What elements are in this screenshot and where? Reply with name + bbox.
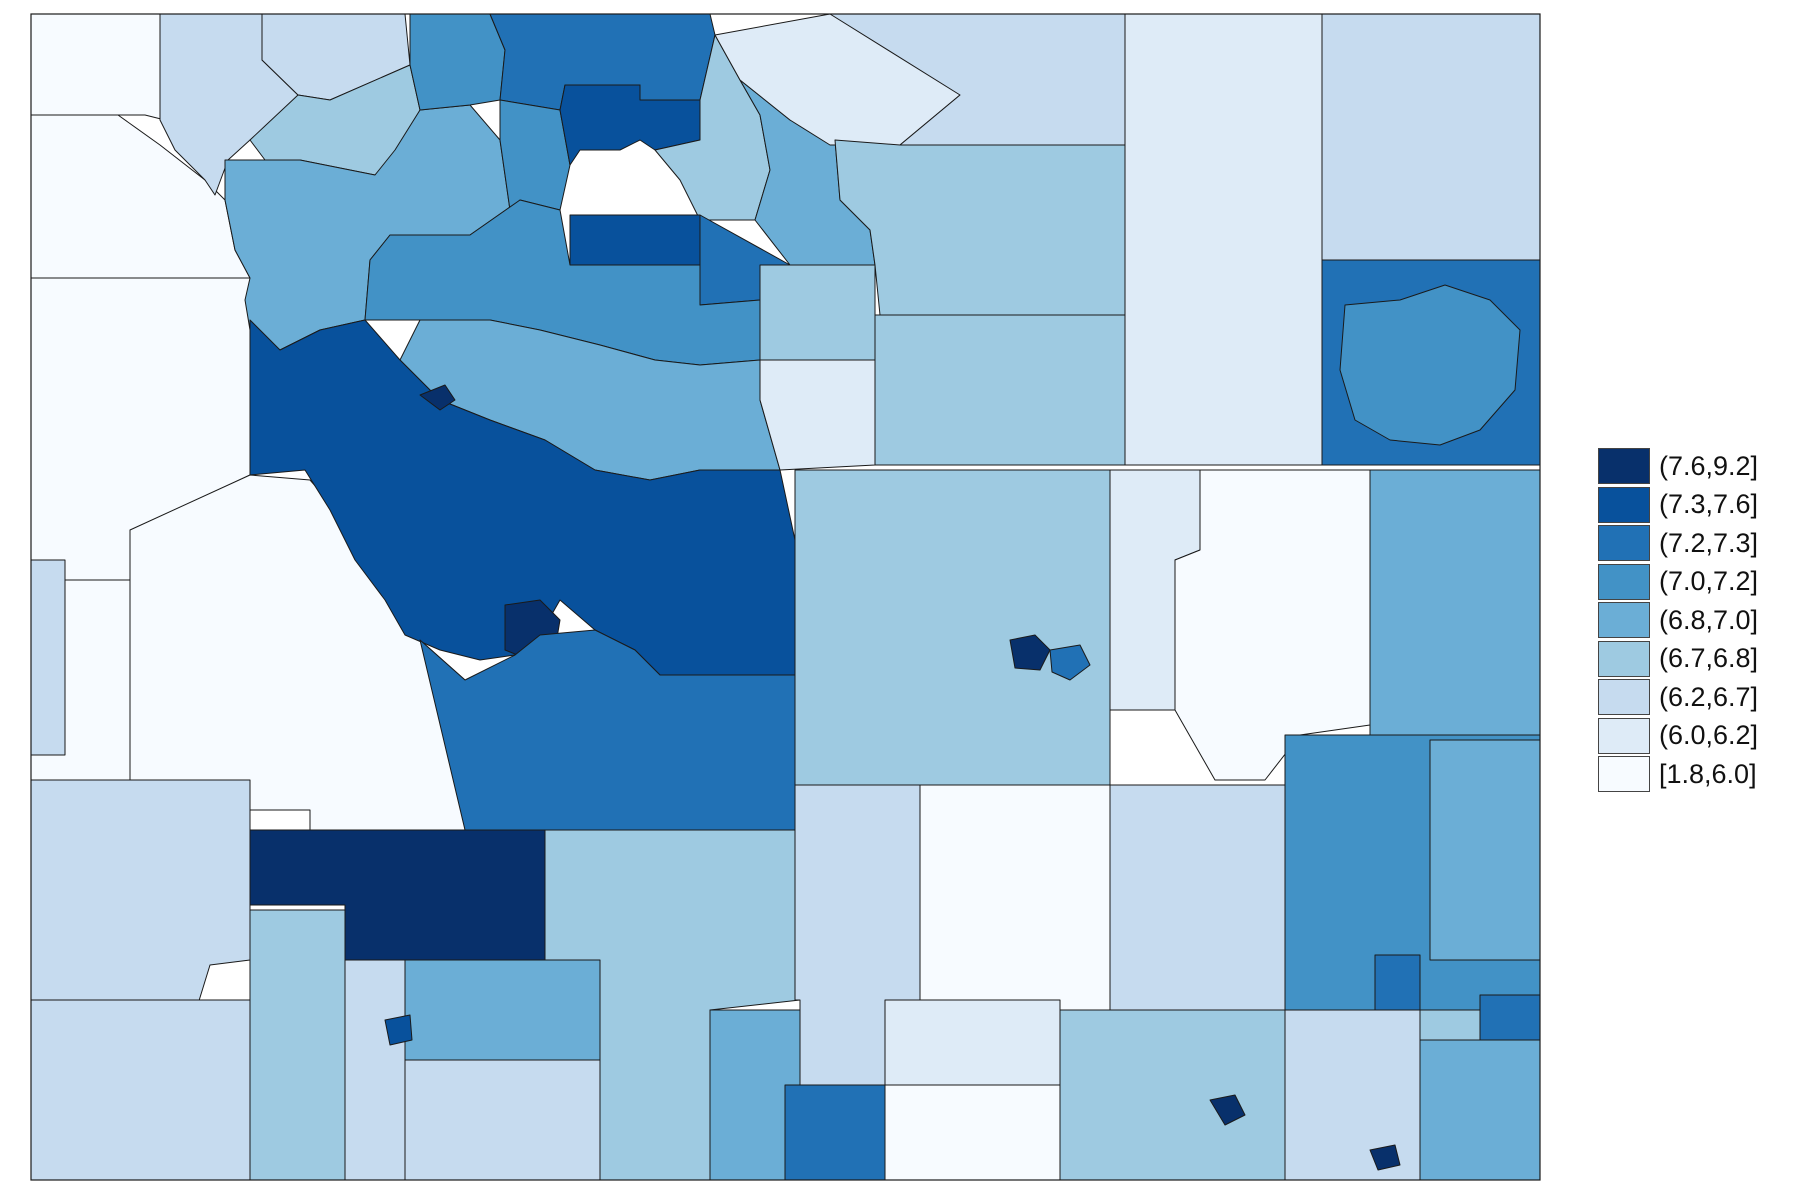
legend-label: (6.8,7.0]: [1659, 604, 1759, 635]
legend-label: (7.6,9.2]: [1659, 450, 1759, 481]
region-se-6: [1284, 1009, 1421, 1181]
map-legend: (7.6,9.2] (7.3,7.6] (7.2,7.3] (7.0,7.2] …: [1598, 447, 1778, 794]
region-se-3: [1374, 954, 1421, 1011]
legend-swatch: [1598, 756, 1650, 793]
region-nm-3: [834, 139, 1126, 316]
region-cr-3: [1174, 469, 1371, 781]
urban-2: [1049, 644, 1091, 681]
legend-item: (7.0,7.2]: [1598, 563, 1778, 602]
region-cr-4: [1369, 469, 1541, 736]
region-s-11: [1109, 784, 1286, 1011]
region-s-2: [404, 1059, 601, 1181]
urban-5: [1209, 1094, 1246, 1126]
legend-label: (6.0,6.2]: [1659, 720, 1759, 751]
legend-swatch: [1598, 640, 1650, 677]
legend-item: (6.8,7.0]: [1598, 601, 1778, 640]
urban-3: [419, 384, 456, 411]
urban-4: [384, 1014, 413, 1046]
legend-swatch: [1598, 563, 1650, 600]
legend-swatch: [1598, 717, 1650, 754]
region-cr-1: [794, 469, 1111, 786]
region-nc-9: [569, 214, 701, 266]
region-ne-3-inner: [1339, 284, 1521, 446]
region-s-7: [884, 999, 1061, 1086]
region-se-5: [1419, 1039, 1541, 1181]
region-ne-1: [1124, 13, 1323, 466]
region-nm-4: [874, 314, 1126, 466]
legend-item: [1.8,6.0]: [1598, 755, 1778, 794]
legend-label: (7.2,7.3]: [1659, 527, 1759, 558]
legend-label: (6.2,6.7]: [1659, 681, 1759, 712]
region-nc-3: [409, 13, 506, 111]
legend-item: (7.3,7.6]: [1598, 486, 1778, 525]
legend-label: (7.3,7.6]: [1659, 489, 1759, 520]
region-s-10: [1059, 1009, 1286, 1181]
legend-label: (6.7,6.8]: [1659, 643, 1759, 674]
legend-label: (7.0,7.2]: [1659, 566, 1759, 597]
urban-1: [1009, 634, 1051, 671]
region-sw-4: [344, 959, 406, 1181]
region-se-4: [1479, 994, 1541, 1041]
region-w-strip: [30, 559, 66, 756]
legend-item: (7.6,9.2]: [1598, 447, 1778, 486]
legend-swatch: [1598, 448, 1650, 485]
region-ne-2: [1321, 13, 1541, 261]
legend-swatch: [1598, 602, 1650, 639]
legend-label: [1.8,6.0]: [1659, 758, 1757, 789]
region-sw-2: [30, 999, 251, 1181]
region-nc-5: [499, 99, 571, 211]
region-sw-1: [30, 779, 251, 1036]
region-nw-1: [30, 13, 176, 121]
region-nc-13: [759, 264, 876, 361]
region-s-1: [404, 959, 601, 1061]
legend-item: (6.7,6.8]: [1598, 640, 1778, 679]
region-nc-6: [559, 84, 701, 166]
legend-swatch: [1598, 525, 1650, 562]
region-nc-14: [759, 359, 876, 471]
legend-item: (7.2,7.3]: [1598, 524, 1778, 563]
region-s-9: [884, 1084, 1061, 1181]
legend-swatch: [1598, 679, 1650, 716]
urban-6: [1369, 1144, 1401, 1171]
region-s-5: [784, 1084, 886, 1181]
region-se-2: [1429, 739, 1541, 961]
legend-item: (6.2,6.7]: [1598, 678, 1778, 717]
legend-swatch: [1598, 486, 1650, 523]
legend-item: (6.0,6.2]: [1598, 717, 1778, 756]
map-frame: [30, 13, 1541, 1181]
